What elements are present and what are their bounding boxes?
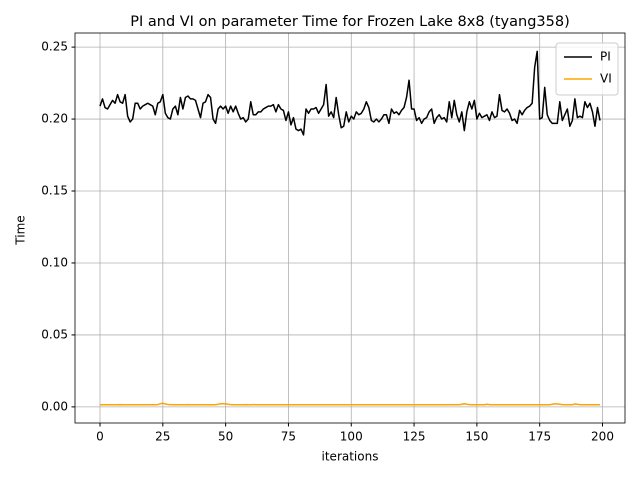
x-tick-label: 0	[96, 430, 104, 444]
legend-label: VI	[600, 72, 612, 86]
x-tick-label: 25	[155, 430, 170, 444]
plot-frame	[74, 32, 626, 424]
x-tick-label: 75	[281, 430, 296, 444]
chart-title: PI and VI on parameter Time for Frozen L…	[130, 14, 569, 30]
x-tick-label: 100	[340, 430, 363, 444]
x-tick-label: 150	[465, 430, 488, 444]
x-tick-label: 175	[528, 430, 551, 444]
y-tick-label: 0.15	[41, 184, 68, 198]
y-tick-label: 0.10	[41, 255, 68, 269]
y-axis-label: Time	[14, 215, 28, 245]
x-tick-label: 200	[591, 430, 614, 444]
legend-label: PI	[600, 50, 611, 64]
y-tick-label: 0.00	[41, 399, 68, 413]
y-tick-label: 0.20	[41, 112, 68, 126]
y-tick-label: 0.25	[41, 40, 68, 54]
x-axis-label: iterations	[322, 450, 379, 464]
x-tick-label: 50	[218, 430, 233, 444]
series-line	[99, 50, 601, 136]
y-tick-label: 0.05	[41, 327, 68, 341]
legend-box	[555, 42, 619, 96]
x-tick-label: 125	[403, 430, 426, 444]
series-line	[100, 402, 600, 406]
